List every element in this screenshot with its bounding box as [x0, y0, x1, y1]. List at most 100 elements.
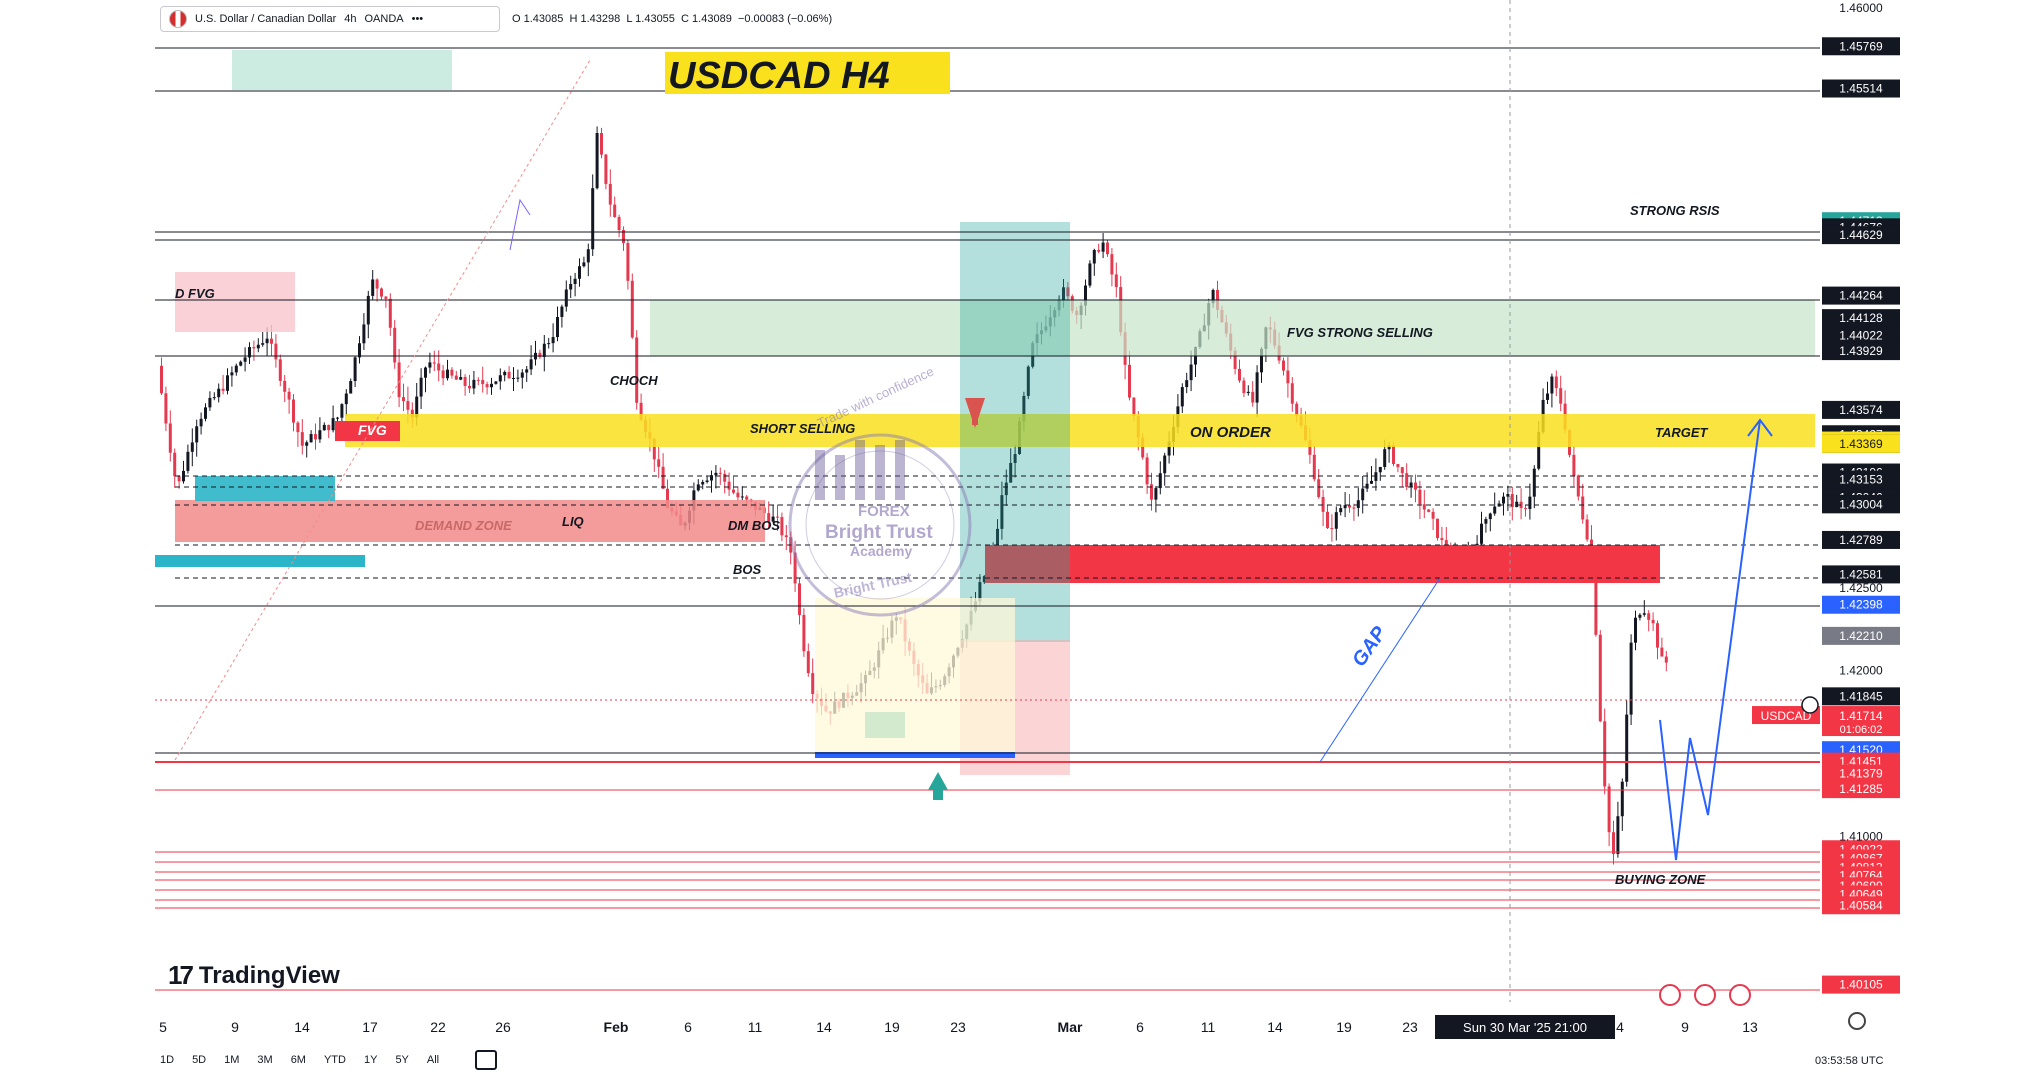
price-label-text-36: 1.40105 [1839, 978, 1883, 992]
price-label-text-8: 1.43929 [1839, 344, 1883, 358]
more-icon[interactable]: ••• [411, 13, 424, 25]
watermark-forex: FOREX [858, 503, 910, 520]
candle-body [410, 409, 414, 418]
candle [252, 340, 256, 361]
candle-body [1506, 494, 1510, 497]
candle-body [287, 391, 291, 400]
time-tick-1: 9 [231, 1019, 239, 1035]
settings-gear-icon[interactable] [1848, 1012, 1866, 1030]
candle [1312, 445, 1316, 482]
candle [784, 525, 788, 551]
price-label-15 [1822, 470, 1900, 489]
up-arrow-icon [928, 772, 948, 790]
range-1d[interactable]: 1D [160, 1054, 175, 1066]
price-label-text-22: 1.42210 [1839, 629, 1883, 643]
candle-body [336, 417, 339, 419]
demand-blue-zone [195, 476, 335, 501]
candle [551, 323, 555, 353]
candle-body [608, 183, 612, 205]
fvg-strong-selling-zone [650, 300, 1815, 356]
price-label-text-5: 1.44264 [1839, 289, 1883, 303]
candle-body [1246, 391, 1250, 393]
candle [1581, 483, 1585, 524]
range-5d[interactable]: 5D [192, 1054, 207, 1066]
candle [613, 196, 617, 218]
range-1y[interactable]: 1Y [363, 1054, 378, 1066]
calendar-icon[interactable] [475, 1050, 498, 1070]
symbol-exchange: OANDA [364, 13, 404, 25]
candle [1585, 514, 1589, 542]
candle [1378, 466, 1382, 481]
candle-body [1436, 518, 1439, 539]
candle-body [1352, 507, 1356, 509]
range-5y[interactable]: 5Y [395, 1054, 409, 1066]
candle-body [1158, 473, 1162, 489]
candle [710, 470, 713, 493]
candle-body [1427, 509, 1431, 512]
price-label-text-35: 1.40584 [1839, 898, 1883, 912]
country-flag-icon-2 [1729, 984, 1751, 1006]
candle [1066, 282, 1070, 301]
candle-body [784, 535, 788, 538]
candle [1436, 518, 1439, 541]
price-label-20 [1822, 565, 1900, 584]
candle [1660, 637, 1664, 657]
candle [1510, 486, 1514, 521]
candle [1400, 466, 1404, 487]
time-tick-16: 19 [1336, 1019, 1352, 1035]
candle-body [1515, 501, 1519, 508]
candle [806, 643, 810, 677]
candle-body [296, 422, 300, 433]
price-label-28 [1822, 780, 1900, 799]
label-strong-rsis: STRONG RSIS [1630, 203, 1720, 218]
candle [1572, 445, 1576, 487]
range-1m[interactable]: 1M [224, 1054, 240, 1066]
candle [164, 386, 168, 432]
candle-body [217, 388, 221, 398]
candle-body [1502, 496, 1505, 504]
candle [353, 356, 357, 388]
candle [1603, 708, 1607, 795]
candle [1493, 492, 1497, 516]
candle [1361, 475, 1365, 514]
candle-body [600, 132, 603, 155]
candle-body [745, 496, 749, 500]
chart-title: USDCAD H4 [668, 55, 890, 97]
candle-body [278, 359, 282, 381]
candle-body [1374, 472, 1378, 481]
candle [160, 357, 163, 396]
candle-body [657, 459, 661, 467]
candle-body [806, 651, 810, 674]
candle [459, 369, 463, 381]
range-all[interactable]: All [426, 1054, 440, 1066]
candle [300, 419, 304, 455]
price-label-text-9: 1.43574 [1839, 403, 1883, 417]
candle [740, 486, 744, 501]
candle-body [802, 614, 806, 652]
ohlc-close: C 1.43089 [681, 13, 732, 25]
candle-body [1383, 449, 1387, 467]
candle [1550, 373, 1554, 408]
candle [243, 347, 247, 372]
price-label-text-21: 1.42398 [1839, 598, 1883, 612]
candle [538, 349, 542, 359]
ohlc-open: O 1.43085 [512, 13, 564, 25]
candle-body [1532, 468, 1536, 497]
range-3m[interactable]: 3M [257, 1054, 273, 1066]
range-6m[interactable]: 6M [290, 1054, 306, 1066]
candle-body [358, 343, 361, 358]
candle-body [1163, 455, 1167, 474]
candle-body [494, 381, 498, 384]
projection-path [1659, 419, 1761, 861]
candle [199, 412, 203, 435]
candle-body [454, 375, 458, 380]
candle-body [344, 393, 348, 405]
ohlc-readout: O 1.43085 H 1.43298 L 1.43055 C 1.43089 … [512, 13, 832, 25]
candle-body [1330, 528, 1334, 530]
candle [1330, 514, 1334, 542]
candle-body [1189, 364, 1193, 381]
symbol-selector[interactable]: U.S. Dollar / Canadian Dollar 4h OANDA •… [160, 6, 500, 32]
candle [173, 448, 177, 488]
range-ytd[interactable]: YTD [323, 1054, 346, 1066]
